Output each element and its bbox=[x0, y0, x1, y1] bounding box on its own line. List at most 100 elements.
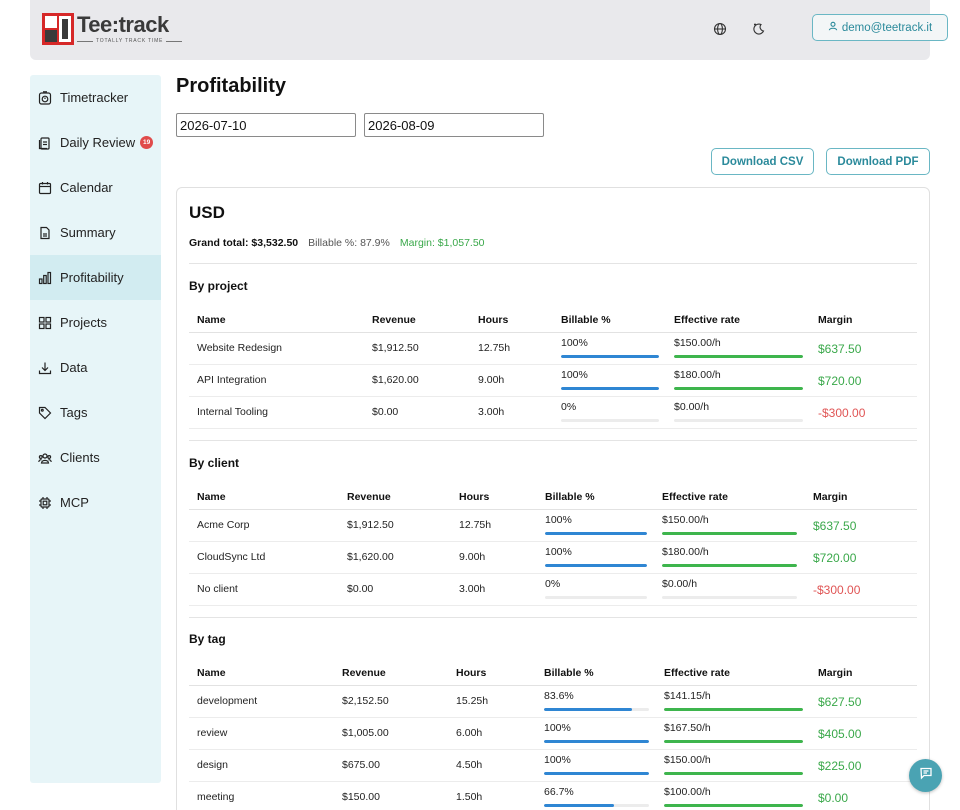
column-header-rate[interactable]: Effective rate bbox=[674, 314, 740, 326]
cell-billable: 100% bbox=[561, 369, 588, 381]
cell-billable: 83.6% bbox=[544, 690, 574, 702]
date-from-input[interactable] bbox=[176, 113, 356, 137]
page-title: Profitability bbox=[176, 75, 287, 97]
sidebar-item-tags[interactable]: Tags bbox=[30, 390, 161, 435]
globe-icon[interactable] bbox=[713, 22, 727, 36]
chat-button[interactable] bbox=[909, 759, 942, 792]
download-csv-button[interactable]: Download CSV bbox=[711, 148, 814, 175]
column-header-name[interactable]: Name bbox=[197, 667, 226, 679]
table-row[interactable]: development $2,152.50 15.25h 83.6% $141.15/h… bbox=[189, 686, 917, 718]
column-header-revenue[interactable]: Revenue bbox=[372, 314, 416, 326]
column-header-billable[interactable]: Billable % bbox=[561, 314, 611, 326]
sidebar-item-clients[interactable]: Clients bbox=[30, 435, 161, 480]
cell-margin: $720.00 bbox=[813, 551, 857, 565]
sidebar-item-label: Summary bbox=[60, 225, 116, 240]
cell-rate: $100.00/h bbox=[664, 786, 711, 798]
cell-revenue: $1,912.50 bbox=[372, 342, 419, 354]
cell-revenue: $1,620.00 bbox=[372, 374, 419, 386]
column-header-revenue[interactable]: Revenue bbox=[342, 667, 386, 679]
cell-rate: $0.00/h bbox=[662, 578, 698, 590]
sidebar-item-mcp[interactable]: MCP bbox=[30, 480, 161, 525]
sidebar-item-label: MCP bbox=[60, 495, 89, 510]
column-header-rate[interactable]: Effective rate bbox=[662, 491, 728, 503]
cell-revenue: $0.00 bbox=[372, 406, 399, 418]
table-row[interactable]: API Integration $1,620.00 9.00h 100% $180.00… bbox=[189, 365, 917, 397]
rate-bar-fill bbox=[662, 532, 797, 535]
sidebar-item-daily-review[interactable]: Daily Review 19 bbox=[30, 120, 161, 165]
cell-margin: $637.50 bbox=[818, 342, 862, 356]
column-header-rate[interactable]: Effective rate bbox=[664, 667, 730, 679]
column-header-name[interactable]: Name bbox=[197, 491, 226, 503]
theme-toggle-icon[interactable] bbox=[752, 22, 766, 36]
column-header-billable[interactable]: Billable % bbox=[544, 667, 594, 679]
sidebar-item-summary[interactable]: Summary bbox=[30, 210, 161, 255]
table-row[interactable]: Internal Tooling $0.00 3.00h 0% $0.00/h -$300… bbox=[189, 397, 917, 429]
clipboard-icon bbox=[38, 136, 50, 150]
cell-hours: 12.75h bbox=[459, 519, 492, 531]
table-row[interactable]: Acme Corp $1,912.50 12.75h 100% $150.00/h $63… bbox=[189, 510, 917, 542]
billable-bar bbox=[545, 532, 647, 535]
download-icon bbox=[38, 362, 52, 374]
sidebar-item-calendar[interactable]: Calendar bbox=[30, 165, 161, 210]
download-pdf-button[interactable]: Download PDF bbox=[826, 148, 930, 175]
cell-rate: $0.00/h bbox=[674, 401, 710, 413]
cell-revenue: $1,005.00 bbox=[342, 727, 389, 739]
sidebar-item-timetracker[interactable]: Timetracker bbox=[30, 75, 161, 120]
cell-revenue: $0.00 bbox=[347, 583, 374, 595]
total-margin: Margin: $1,057.50 bbox=[399, 237, 485, 249]
cell-hours: 9.00h bbox=[478, 374, 505, 386]
cell-rate: $167.50/h bbox=[664, 722, 711, 734]
divider bbox=[189, 617, 917, 618]
rate-bar bbox=[662, 532, 797, 535]
cell-hours: 4.50h bbox=[456, 759, 483, 771]
billable-bar bbox=[545, 596, 647, 599]
rate-bar-fill bbox=[664, 804, 803, 807]
cell-hours: 12.75h bbox=[478, 342, 511, 354]
table-row[interactable]: review $1,005.00 6.00h 100% $167.50/h $405.00 bbox=[189, 718, 917, 750]
rate-bar bbox=[664, 772, 803, 775]
column-header-hours[interactable]: Hours bbox=[478, 314, 509, 326]
cell-name: Acme Corp bbox=[197, 519, 250, 531]
totals-line: Grand total: $3,532.50 Billable %: 87.9%… bbox=[189, 237, 485, 249]
table-row[interactable]: Website Redesign $1,912.50 12.75h 100% $150.… bbox=[189, 333, 917, 365]
column-header-hours[interactable]: Hours bbox=[456, 667, 487, 679]
bar-chart-icon bbox=[38, 271, 52, 284]
sidebar-item-profitability[interactable]: Profitability bbox=[30, 255, 161, 300]
column-header-margin[interactable]: Margin bbox=[813, 491, 848, 503]
logo-tagline: TOTALLY TRACK TIME bbox=[77, 38, 182, 44]
rate-bar bbox=[674, 387, 803, 390]
sidebar-item-data[interactable]: Data bbox=[30, 345, 161, 390]
cell-rate: $141.15/h bbox=[664, 690, 711, 702]
billable-bar-fill bbox=[545, 564, 647, 567]
billable-bar-fill bbox=[544, 740, 649, 743]
cell-rate: $150.00/h bbox=[674, 337, 721, 349]
cell-margin: $0.00 bbox=[818, 791, 849, 805]
grid-icon bbox=[38, 316, 52, 329]
table-header: Name Revenue Hours Billable % Effective rate… bbox=[189, 658, 917, 686]
table-row[interactable]: design $675.00 4.50h 100% $150.00/h $225.00 bbox=[189, 750, 917, 782]
column-header-billable[interactable]: Billable % bbox=[545, 491, 595, 503]
currency-card: USD Grand total: $3,532.50 Billable %: 8… bbox=[176, 187, 930, 810]
cell-billable: 0% bbox=[561, 401, 577, 413]
column-header-hours[interactable]: Hours bbox=[459, 491, 490, 503]
app-logo[interactable]: Tee:track TOTALLY TRACK TIME bbox=[42, 13, 182, 45]
cell-name: Internal Tooling bbox=[197, 406, 269, 418]
currency-heading: USD bbox=[189, 203, 225, 222]
sidebar-item-projects[interactable]: Projects bbox=[30, 300, 161, 345]
sidebar-item-label: Projects bbox=[60, 315, 107, 330]
table-row[interactable]: CloudSync Ltd $1,620.00 9.00h 100% $180.00/h… bbox=[189, 542, 917, 574]
column-header-margin[interactable]: Margin bbox=[818, 314, 853, 326]
table-row[interactable]: meeting $150.00 1.50h 66.7% $100.00/h $0.00 bbox=[189, 782, 917, 810]
user-icon bbox=[828, 21, 838, 34]
column-header-name[interactable]: Name bbox=[197, 314, 226, 326]
user-account-button[interactable]: demo@teetrack.it bbox=[812, 14, 948, 41]
table-row[interactable]: No client $0.00 3.00h 0% $0.00/h -$300.00 bbox=[189, 574, 917, 606]
column-header-margin[interactable]: Margin bbox=[818, 667, 853, 679]
column-header-revenue[interactable]: Revenue bbox=[347, 491, 391, 503]
date-to-input[interactable] bbox=[364, 113, 544, 137]
rate-bar-fill bbox=[674, 355, 803, 358]
table-header: Name Revenue Hours Billable % Effective rate… bbox=[189, 305, 917, 333]
top-bar: Tee:track TOTALLY TRACK TIME demo@teetra… bbox=[30, 0, 948, 60]
billable-bar bbox=[561, 355, 659, 358]
cell-name: No client bbox=[197, 583, 238, 595]
